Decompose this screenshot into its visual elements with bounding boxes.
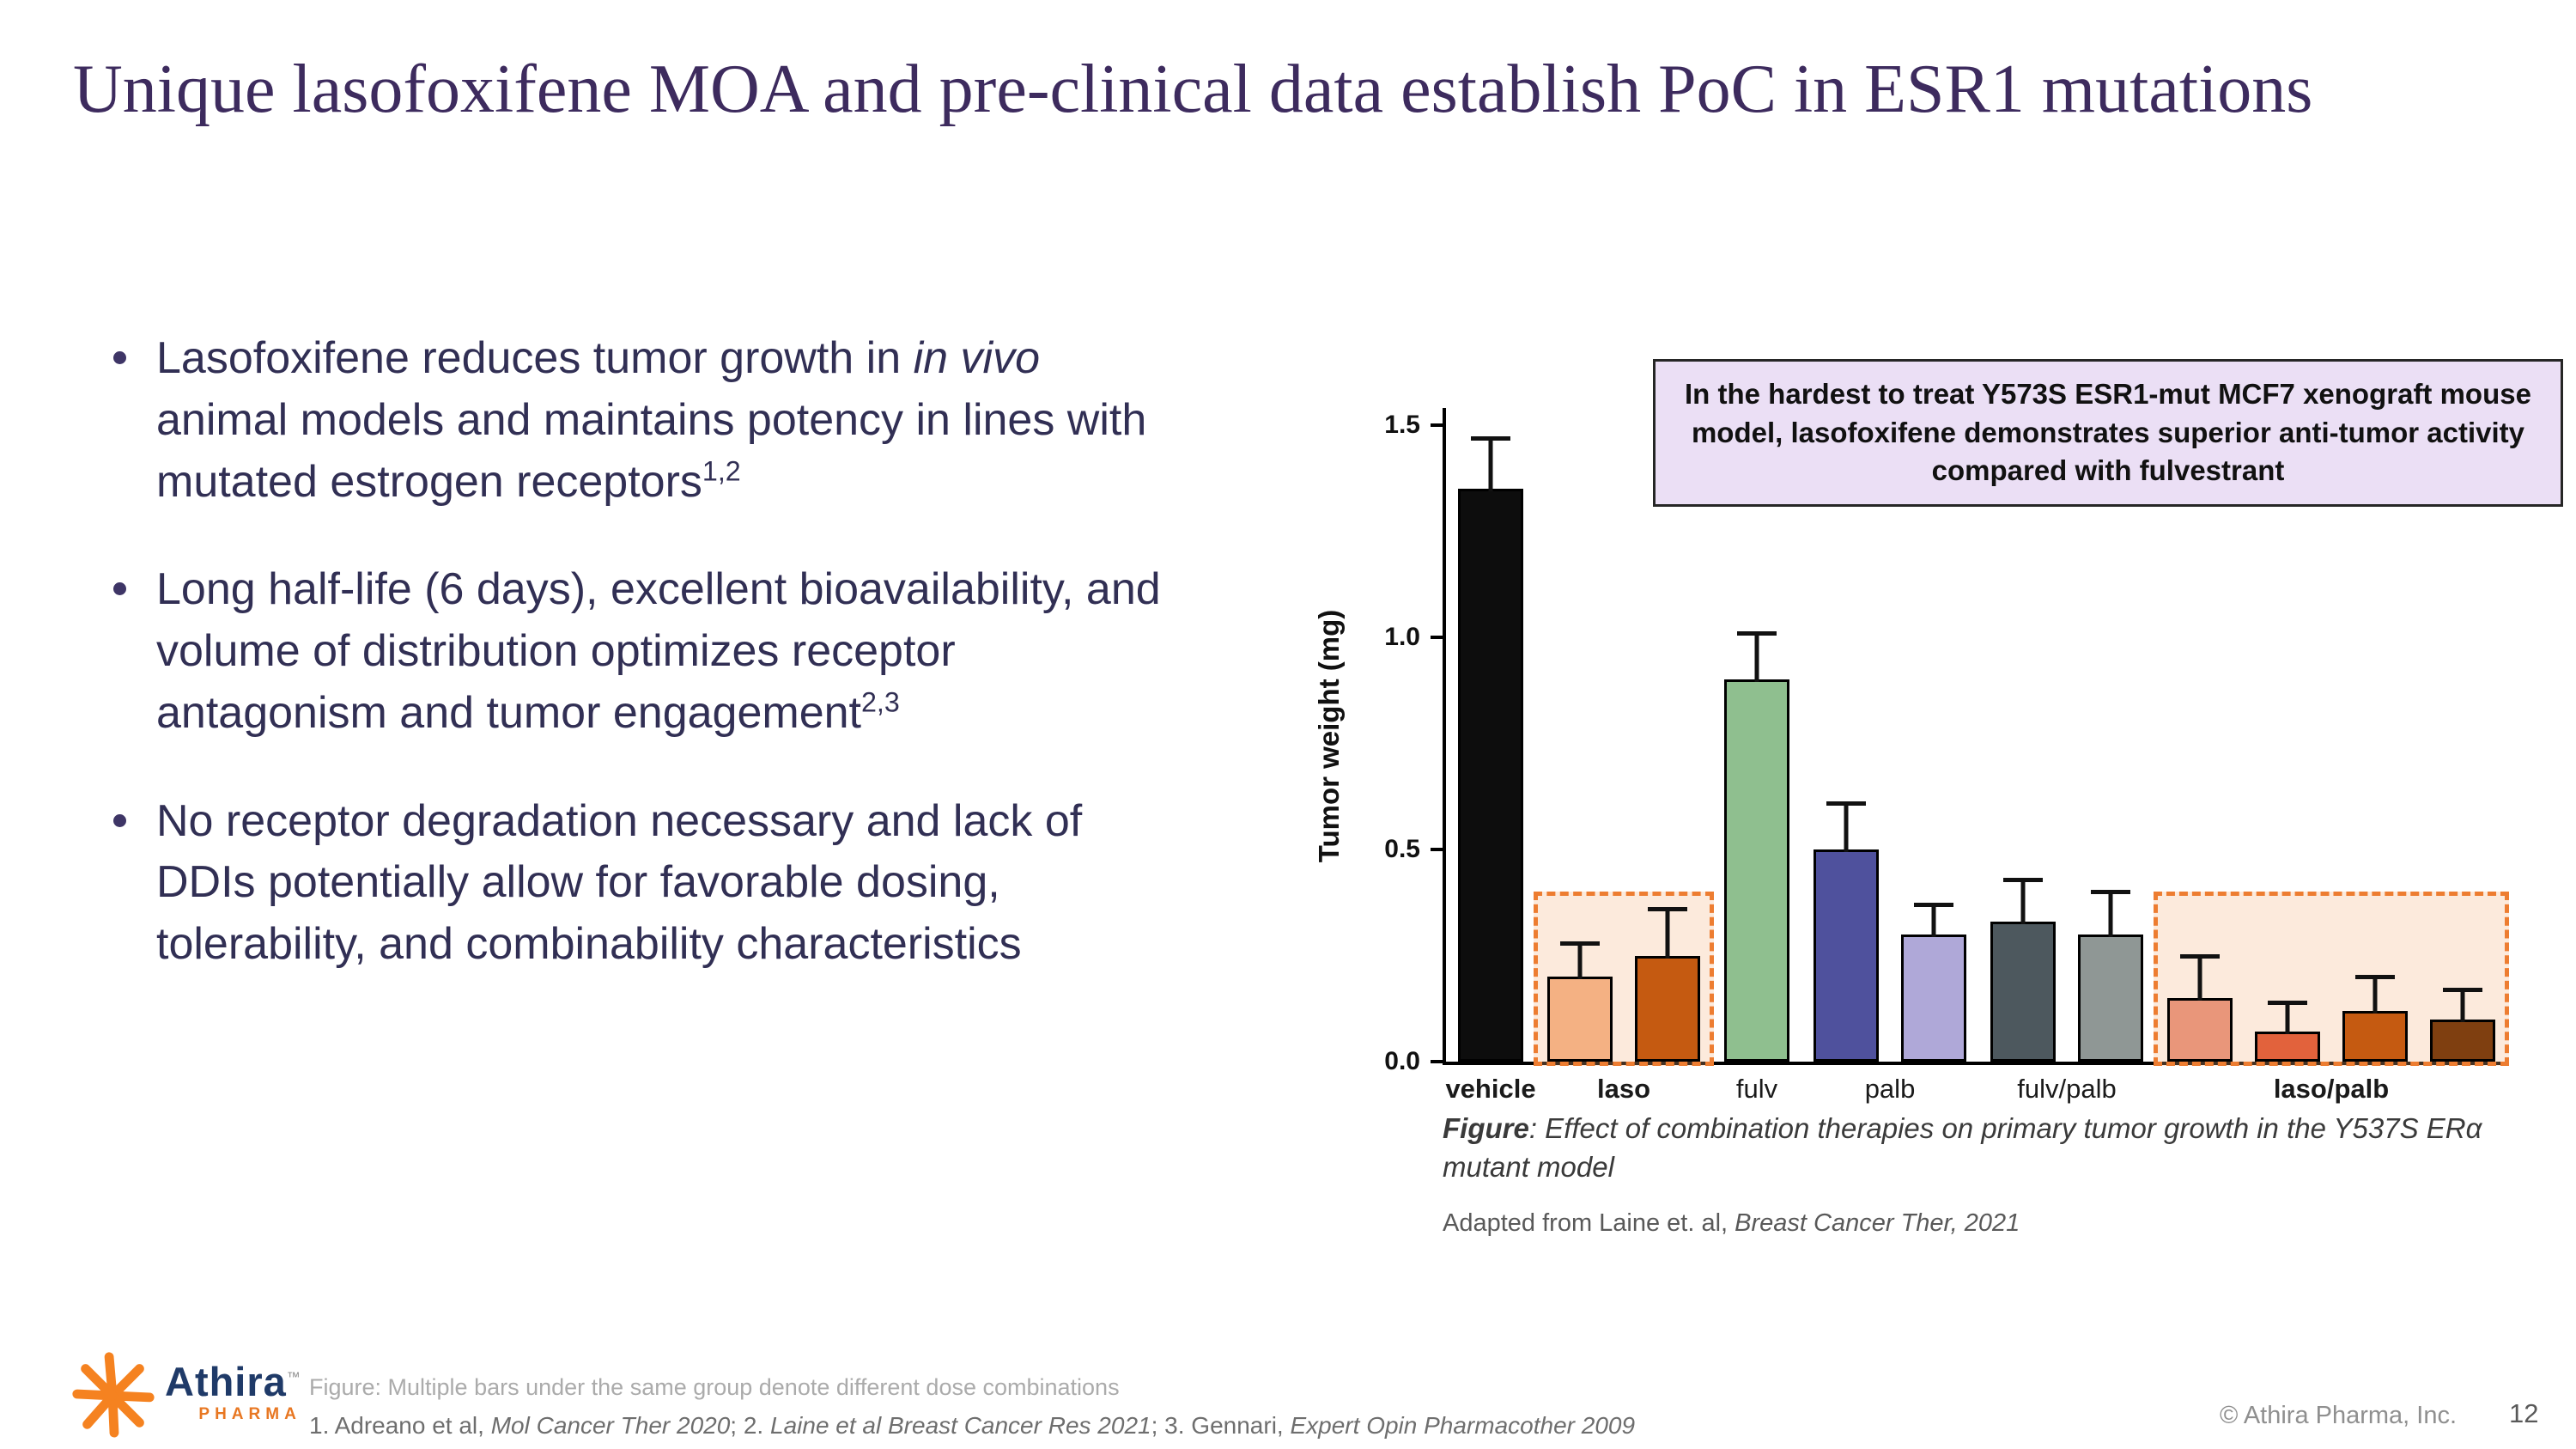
athira-logo: Athira™ PHARMA	[67, 1344, 301, 1440]
trademark-symbol: ™	[286, 1369, 301, 1385]
bar	[2342, 975, 2408, 1062]
bar	[1814, 801, 1879, 1062]
bar-group-fulv-palb: fulv/palb	[1990, 877, 2143, 1104]
page-number: 12	[2509, 1398, 2539, 1428]
x-axis-label: vehicle	[1445, 1074, 1536, 1104]
bar-group-fulv: fulv	[1724, 631, 1789, 1104]
bullet-item: Lasofoxifene reduces tumor growth in in …	[103, 328, 1163, 513]
x-axis-label: fulv/palb	[2017, 1074, 2117, 1104]
logo-wordmark: Athira™	[165, 1358, 301, 1404]
error-bar	[1826, 801, 1866, 852]
y-axis-tick	[1431, 423, 1446, 427]
bar	[2255, 1000, 2320, 1062]
bar-row: vehicle laso fulv palb fulv/palb laso/palb	[1445, 408, 2509, 1104]
callout-text: In the hardest to treat Y573S ESR1-mut M…	[1685, 378, 2531, 487]
y-axis-tick-label: 1.5	[1384, 411, 1420, 439]
footnote-references: 1. Adreano et al, Mol Cancer Ther 2020; …	[309, 1412, 1636, 1439]
bar	[1547, 941, 1613, 1062]
bar	[2430, 988, 2495, 1062]
y-axis-tick-label: 0.5	[1384, 835, 1420, 863]
bar-group-vehicle: vehicle	[1445, 435, 1536, 1104]
y-axis-tick	[1431, 848, 1446, 851]
bar	[2078, 890, 2143, 1062]
x-axis-label: laso	[1596, 1074, 1651, 1104]
footnote-figure-note: Figure: Multiple bars under the same gro…	[309, 1374, 1120, 1400]
footnote-trailing-dot: .	[313, 1436, 320, 1449]
figure-caption: Figure: Effect of combination therapies …	[1443, 1112, 2482, 1183]
y-axis-tick	[1431, 1060, 1446, 1063]
athira-logo-text: Athira™ PHARMA	[165, 1361, 301, 1424]
error-bar	[2443, 988, 2482, 1022]
error-bar	[2355, 975, 2395, 1014]
x-axis-label: palb	[1864, 1074, 1916, 1104]
bullet-list: Lasofoxifene reduces tumor growth in in …	[103, 328, 1163, 1022]
y-axis-tick	[1431, 636, 1446, 639]
bar	[1458, 435, 1523, 1062]
error-bar	[1737, 631, 1777, 683]
logo-subtitle: PHARMA	[198, 1404, 301, 1423]
bar	[1635, 907, 1700, 1062]
bullet-item: Long half-life (6 days), excellent bioav…	[103, 559, 1163, 744]
athira-star-icon	[72, 1352, 155, 1438]
error-bar	[1560, 941, 1600, 980]
bar	[1901, 903, 1966, 1062]
error-bar	[2091, 890, 2130, 937]
error-bar	[1648, 907, 1687, 959]
error-bar	[1471, 435, 1510, 492]
error-bar	[1914, 903, 1953, 937]
x-axis-label: laso/palb	[2273, 1074, 2390, 1104]
bar	[2167, 953, 2233, 1062]
bar	[1990, 877, 2056, 1062]
bar-group-laso-palb: laso/palb	[2154, 892, 2509, 1104]
error-bar	[2003, 877, 2043, 924]
x-axis-label: fulv	[1735, 1074, 1778, 1104]
bullet-item: No receptor degradation necessary and la…	[103, 791, 1163, 976]
bar-group-laso: laso	[1534, 892, 1714, 1104]
error-bar	[2268, 1000, 2307, 1035]
callout-box: In the hardest to treat Y573S ESR1-mut M…	[1653, 359, 2563, 507]
source-attribution: Adapted from Laine et. al, Breast Cancer…	[1443, 1209, 2020, 1237]
copyright-notice: © Athira Pharma, Inc.	[2220, 1402, 2458, 1429]
y-axis-tick-label: 0.0	[1384, 1047, 1420, 1075]
page-title: Unique lasofoxifene MOA and pre-clinical…	[73, 52, 2313, 127]
bar	[1724, 631, 1789, 1062]
chart-plot: vehicle laso fulv palb fulv/palb laso/palb 0.…	[1384, 408, 2509, 1104]
error-bar	[2180, 953, 2220, 1001]
bar-group-palb: palb	[1814, 801, 1966, 1104]
y-axis-tick-label: 1.0	[1384, 623, 1420, 651]
y-axis-title: Tumor weight (mg)	[1313, 609, 1345, 863]
